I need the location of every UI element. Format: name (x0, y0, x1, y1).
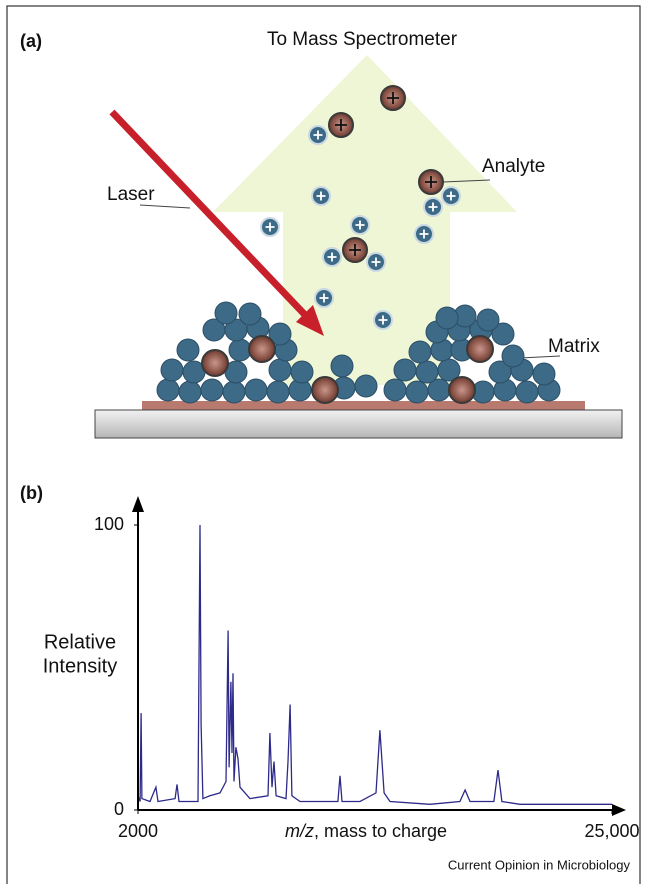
matrix-particle (515, 380, 539, 404)
plus-sign (313, 130, 323, 140)
matrix-particle (393, 358, 417, 382)
matrix-particle (200, 378, 224, 402)
y-axis-label: Intensity (43, 655, 117, 677)
matrix-particle (268, 358, 292, 382)
y-tick-label: 100 (94, 514, 124, 534)
plus-sign (355, 220, 365, 230)
matrix-particle (244, 378, 268, 402)
x-tick-label: 25,000 (584, 821, 639, 841)
matrix-particle (268, 322, 292, 346)
analyte-particle (311, 376, 339, 404)
spectrum-line (137, 524, 612, 805)
plus-sign (349, 244, 361, 256)
plus-sign (327, 252, 337, 262)
matrix-particle (408, 340, 432, 364)
matrix-particle (238, 302, 262, 326)
footer: Current Opinion in Microbiology (448, 857, 631, 872)
analyte-particle (448, 376, 476, 404)
matrix-particle (228, 338, 252, 362)
x-axis-variable: m/z (285, 821, 314, 841)
panel-label: (a) (20, 31, 42, 51)
plus-sign (387, 92, 399, 104)
matrix-particle (266, 380, 290, 404)
matrix-particle (354, 374, 378, 398)
plus-sign (319, 293, 329, 303)
analyte-label: Analyte (482, 156, 545, 177)
matrix-particle (176, 338, 200, 362)
x-axis-label-text: , mass to charge (314, 821, 447, 841)
plus-sign (419, 229, 429, 239)
x-axis-label: m/z, mass to charge (285, 821, 447, 841)
analyte-particle (201, 349, 229, 377)
panel-label: (b) (20, 483, 43, 503)
plus-sign (265, 222, 275, 232)
laser-beam (109, 109, 311, 321)
matrix-particle (178, 380, 202, 404)
leader (442, 179, 491, 183)
plus-sign (335, 119, 347, 131)
laser-head (296, 305, 324, 336)
analyte-particle (248, 335, 276, 363)
y-tick-label: 0 (114, 799, 124, 819)
y-axis-arrow (132, 496, 144, 512)
matrix-particle (532, 362, 556, 386)
y-axis-label: Relative (44, 631, 116, 653)
plus-sign (428, 202, 438, 212)
laser-label: Laser (107, 184, 155, 205)
plus-sign (446, 191, 456, 201)
diagram (94, 55, 623, 439)
sample-layer (142, 401, 585, 411)
matrix-particle (160, 358, 184, 382)
matrix-label: Matrix (548, 336, 600, 357)
matrix-particle (383, 378, 407, 402)
matrix-particle (222, 380, 246, 404)
leader (519, 355, 561, 359)
matrix-particle (476, 308, 500, 332)
plus-sign (378, 315, 388, 325)
target-plate (94, 409, 623, 439)
matrix-particle (415, 360, 439, 384)
x-tick-label: 2000 (118, 821, 158, 841)
matrix-particle (501, 344, 525, 368)
matrix-particle (214, 301, 238, 325)
frame (6, 5, 641, 884)
plus-sign (316, 191, 326, 201)
matrix-particle (330, 354, 354, 378)
diagram-title: To Mass Spectrometer (267, 29, 458, 50)
analyte-particle (466, 335, 494, 363)
x-axis-arrow (612, 804, 626, 816)
matrix-particle (435, 306, 459, 330)
matrix-particle (491, 322, 515, 346)
matrix-particle (156, 378, 180, 402)
plus-sign (371, 257, 381, 267)
plus-sign (425, 176, 437, 188)
matrix-particle (290, 360, 314, 384)
leader (139, 204, 191, 209)
matrix-particle (405, 380, 429, 404)
